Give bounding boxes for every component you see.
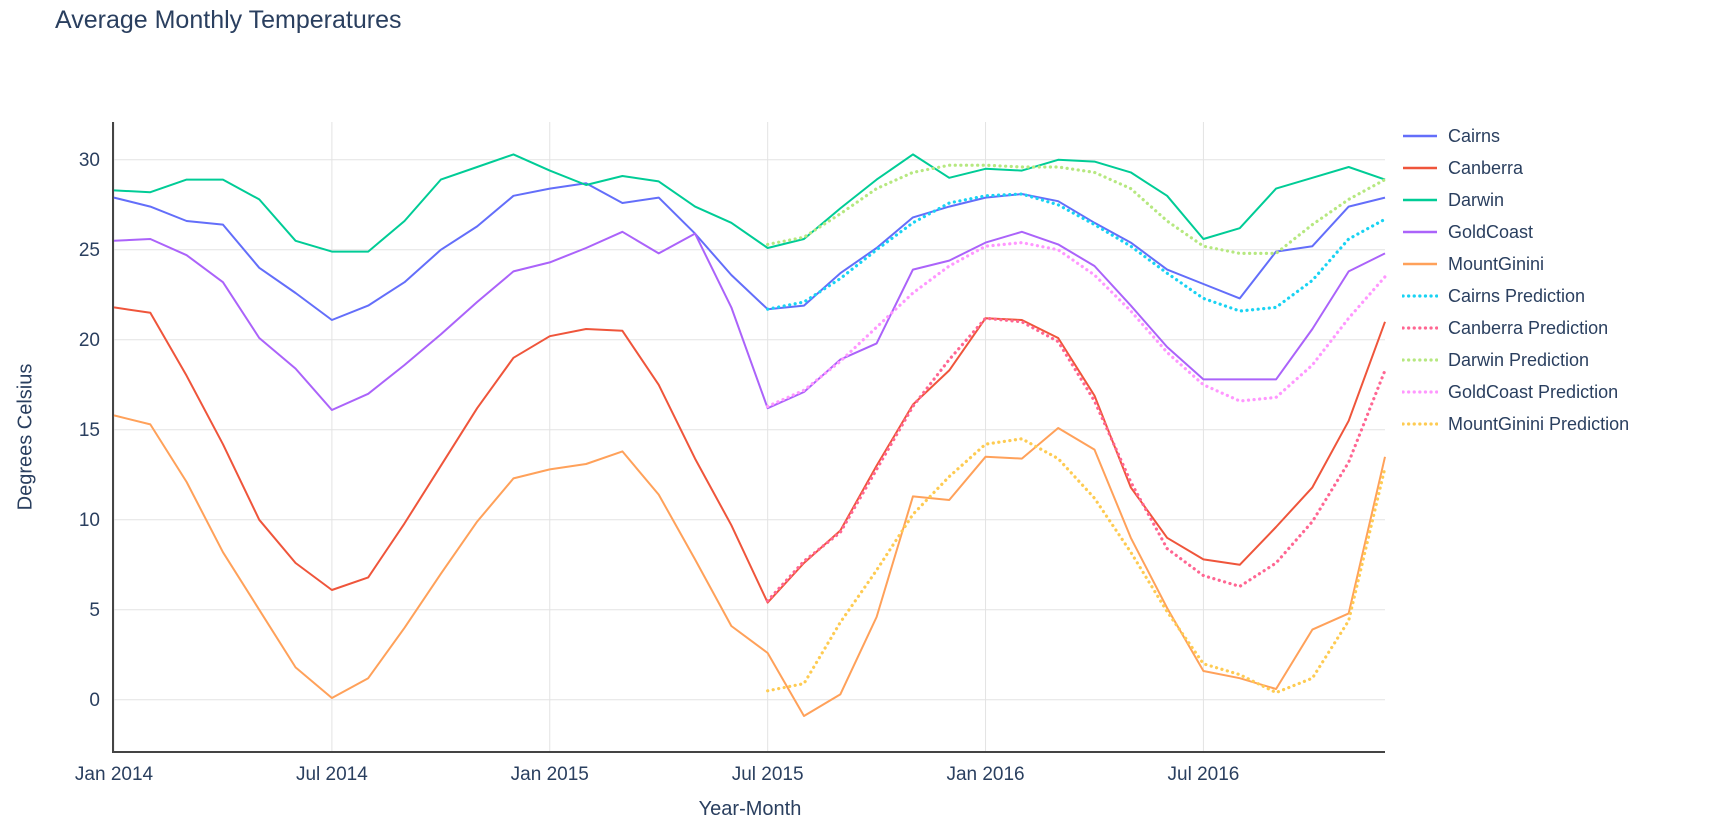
x-tick-label: Jan 2015 bbox=[511, 764, 589, 785]
legend-label: MountGinini bbox=[1448, 253, 1545, 274]
legend-item-mountginini-prediction[interactable]: MountGinini Prediction bbox=[1402, 412, 1629, 436]
legend-item-canberra[interactable]: Canberra bbox=[1402, 156, 1629, 180]
chart-title: Average Monthly Temperatures bbox=[55, 6, 402, 34]
x-tick-label: Jan 2014 bbox=[75, 764, 154, 785]
legend-line-sample bbox=[1402, 294, 1438, 298]
legend-label: Cairns bbox=[1448, 125, 1501, 146]
legend-label: Darwin bbox=[1448, 189, 1505, 210]
legend-item-darwin-prediction[interactable]: Darwin Prediction bbox=[1402, 348, 1629, 372]
legend-line-sample bbox=[1403, 262, 1437, 266]
series-line-darwin bbox=[113, 153, 1386, 253]
legend-label: Darwin Prediction bbox=[1448, 349, 1590, 370]
x-tick-label: Jul 2015 bbox=[732, 764, 804, 785]
x-tick-label: Jul 2014 bbox=[296, 764, 368, 785]
y-tick-label: 5 bbox=[89, 600, 100, 621]
legend-label: GoldCoast Prediction bbox=[1448, 381, 1619, 402]
legend-item-darwin[interactable]: Darwin bbox=[1402, 188, 1629, 212]
legend-line-sample bbox=[1402, 358, 1438, 362]
legend-item-cairns[interactable]: Cairns bbox=[1402, 124, 1629, 148]
legend-label: Canberra Prediction bbox=[1448, 317, 1609, 338]
y-tick-label: 10 bbox=[79, 510, 100, 531]
legend-item-goldcoast-prediction[interactable]: GoldCoast Prediction bbox=[1402, 380, 1629, 404]
series-line-cairns bbox=[113, 182, 1386, 321]
y-tick-label: 30 bbox=[79, 150, 100, 171]
x-tick-label: Jul 2016 bbox=[1168, 764, 1240, 785]
legend-label: GoldCoast bbox=[1448, 221, 1534, 242]
legend-line-sample bbox=[1403, 198, 1437, 202]
legend-item-mountginini[interactable]: MountGinini bbox=[1402, 252, 1629, 276]
series-line-canberra-prediction bbox=[766, 316, 1387, 603]
legend-line-sample bbox=[1403, 134, 1437, 138]
legend-line-sample bbox=[1402, 422, 1438, 426]
series-line-goldcoast-prediction bbox=[766, 241, 1387, 408]
x-axis-title: Year-Month bbox=[698, 798, 802, 820]
series-line-darwin-prediction bbox=[766, 163, 1387, 255]
legend-item-goldcoast[interactable]: GoldCoast bbox=[1402, 220, 1629, 244]
y-tick-label: 0 bbox=[89, 690, 100, 711]
y-tick-label: 15 bbox=[79, 420, 100, 441]
legend-label: Cairns Prediction bbox=[1448, 285, 1586, 306]
legend-line-sample bbox=[1403, 166, 1437, 170]
legend-line-sample bbox=[1402, 326, 1438, 330]
x-tick-label: Jan 2016 bbox=[946, 764, 1024, 785]
legend-label: Canberra bbox=[1448, 157, 1524, 178]
series-line-goldcoast bbox=[113, 230, 1386, 411]
legend-item-cairns-prediction[interactable]: Cairns Prediction bbox=[1402, 284, 1629, 308]
legend: Cairns Canberra Darwin GoldCoast MountGinini… bbox=[1402, 124, 1629, 436]
legend-label: MountGinini Prediction bbox=[1448, 413, 1630, 434]
y-tick-label: 20 bbox=[79, 330, 100, 351]
series-line-mountginini-prediction bbox=[766, 437, 1387, 695]
legend-line-sample bbox=[1403, 230, 1437, 234]
y-tick-label: 25 bbox=[79, 240, 100, 261]
series-line-cairns-prediction bbox=[766, 192, 1387, 313]
legend-line-sample bbox=[1402, 390, 1438, 394]
series-line-canberra bbox=[113, 306, 1386, 604]
legend-item-canberra-prediction[interactable]: Canberra Prediction bbox=[1402, 316, 1629, 340]
